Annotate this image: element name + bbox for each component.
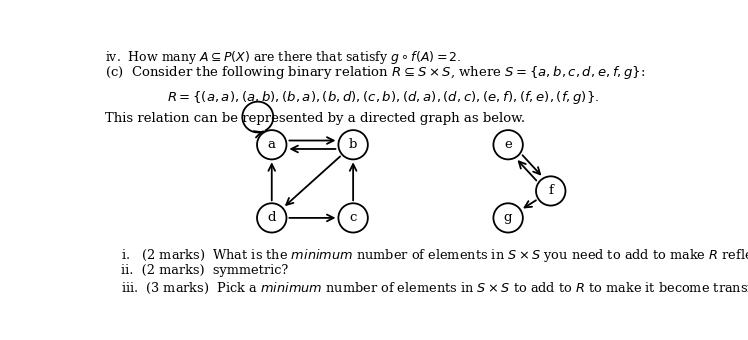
Circle shape (494, 203, 523, 233)
Circle shape (257, 130, 286, 159)
Text: This relation can be represented by a directed graph as below.: This relation can be represented by a di… (105, 112, 525, 125)
Text: a: a (268, 138, 276, 151)
Circle shape (338, 203, 368, 233)
Text: iii.  (3 marks)  Pick a $\mathit{minimum}$ number of elements in $S \times S$ to: iii. (3 marks) Pick a $\mathit{minimum}$… (120, 281, 748, 296)
Text: e: e (504, 138, 512, 151)
Text: c: c (349, 211, 357, 224)
Text: $R = \{(a,a), (a,b), (b,a), (b,d), (c,b), (d,a), (d,c), (e,f), (f,e), (f,g)\}.$: $R = \{(a,a), (a,b), (b,a), (b,d), (c,b)… (168, 88, 599, 105)
Circle shape (536, 176, 565, 206)
Text: ii.  (2 marks)  symmetric?: ii. (2 marks) symmetric? (120, 264, 288, 277)
Circle shape (257, 203, 286, 233)
Text: b: b (349, 138, 358, 151)
Text: f: f (548, 184, 554, 198)
Text: g: g (504, 211, 512, 224)
Text: iv.  How many $A \subseteq P(X)$ are there that satisfy $g \circ f(A) = 2.$: iv. How many $A \subseteq P(X)$ are ther… (105, 49, 462, 66)
Circle shape (338, 130, 368, 159)
Text: i.   (2 marks)  What is the $\mathit{minimum}$ number of elements in $S \times S: i. (2 marks) What is the $\mathit{minimu… (120, 247, 748, 264)
Text: (c)  Consider the following binary relation $R \subseteq S \times S$, where $S =: (c) Consider the following binary relati… (105, 64, 646, 81)
Text: d: d (268, 211, 276, 224)
Circle shape (494, 130, 523, 159)
